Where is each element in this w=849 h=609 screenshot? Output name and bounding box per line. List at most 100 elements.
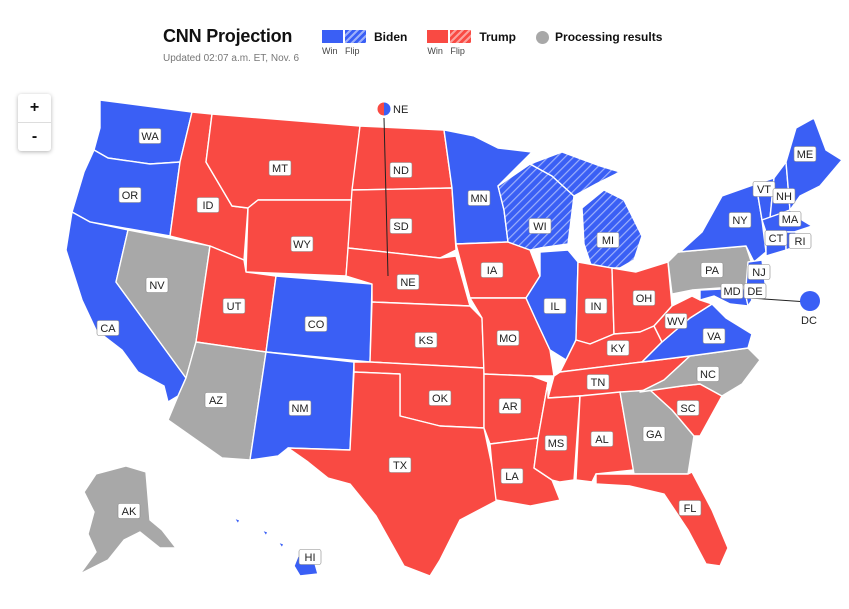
state-label-box xyxy=(389,218,413,234)
state-DC[interactable] xyxy=(800,291,820,311)
state-FL[interactable] xyxy=(595,471,729,567)
state-label-box xyxy=(772,188,796,204)
state-label-box xyxy=(290,236,314,252)
state-label-box xyxy=(298,549,322,565)
state-ME[interactable] xyxy=(785,117,843,211)
state-label-text: TX xyxy=(393,460,408,472)
state-MI[interactable] xyxy=(581,189,643,269)
state-label-box xyxy=(304,316,328,332)
state-label-box xyxy=(584,298,608,314)
state-label-CA: CA xyxy=(96,320,120,336)
state-label-MO: MO xyxy=(496,330,520,346)
state-TX[interactable] xyxy=(287,371,499,577)
state-label-GA: GA xyxy=(642,426,666,442)
state-label-text: CT xyxy=(769,233,784,245)
state-NY[interactable] xyxy=(677,183,767,263)
state-label-text: LA xyxy=(505,471,519,483)
state-label-box xyxy=(720,283,744,299)
state-label-AR: AR xyxy=(498,398,522,414)
page-title: CNN Projection xyxy=(163,26,293,46)
state-label-UT: UT xyxy=(222,298,246,314)
state-label-WI: WI xyxy=(528,218,552,234)
state-label-box xyxy=(500,468,524,484)
state-label-VT: VT xyxy=(752,181,776,197)
state-label-text: NE xyxy=(400,277,415,289)
state-label-box xyxy=(204,392,228,408)
state-label-text: NM xyxy=(291,403,308,415)
state-label-box xyxy=(428,390,452,406)
state-label-box xyxy=(664,313,688,329)
state-label-IL: IL xyxy=(543,298,567,314)
ne-split-marker[interactable] xyxy=(376,101,392,117)
state-label-text: CA xyxy=(100,323,116,335)
state-label-MN: MN xyxy=(467,190,491,206)
state-label-box xyxy=(145,277,169,293)
state-MI-up[interactable] xyxy=(529,151,621,197)
state-label-text: UT xyxy=(227,301,242,313)
state-label-HI: HI xyxy=(298,549,322,565)
state-label-box xyxy=(498,398,522,414)
state-label-DE: DE xyxy=(743,283,767,299)
state-AK[interactable] xyxy=(79,465,177,575)
state-HI[interactable] xyxy=(233,517,319,577)
state-label-text: VA xyxy=(707,331,722,343)
state-label-TX: TX xyxy=(388,457,412,473)
state-label-box xyxy=(543,298,567,314)
legend-biden: Win Flip Biden xyxy=(322,30,407,56)
state-label-NY: NY xyxy=(728,212,752,228)
state-label-box xyxy=(222,298,246,314)
state-label-IA: IA xyxy=(480,262,504,278)
state-label-text: HI xyxy=(305,552,316,564)
zoom-controls: + - xyxy=(18,94,51,151)
state-label-text: AZ xyxy=(209,395,223,407)
zoom-out-button[interactable]: - xyxy=(31,128,38,145)
state-label-AL: AL xyxy=(590,431,614,447)
state-label-ND: ND xyxy=(389,162,413,178)
state-label-text: ND xyxy=(393,165,409,177)
trump-legend-name: Trump xyxy=(479,30,517,44)
state-label-box xyxy=(743,283,767,299)
state-label-text: SD xyxy=(393,221,408,233)
state-label-text: KY xyxy=(611,343,626,355)
state-label-OH: OH xyxy=(632,290,656,306)
state-label-WA: WA xyxy=(138,128,162,144)
state-label-box xyxy=(700,262,724,278)
state-label-text: AL xyxy=(595,434,608,446)
state-label-text: NH xyxy=(776,191,792,203)
legend-processing: Processing results xyxy=(536,30,662,44)
state-ND[interactable] xyxy=(351,125,453,191)
state-label-box xyxy=(702,328,726,344)
state-label-VA: VA xyxy=(702,328,726,344)
state-label-text: GA xyxy=(646,429,663,441)
state-label-text: PA xyxy=(705,265,720,277)
biden-flip-label: Flip xyxy=(345,46,360,56)
state-label-NC: NC xyxy=(696,366,720,382)
state-label-text: IN xyxy=(591,301,602,313)
legend: Win Flip Biden Win Flip Trump Processing… xyxy=(322,30,682,56)
state-label-box xyxy=(728,212,752,228)
state-label-box xyxy=(96,320,120,336)
zoom-in-button[interactable]: + xyxy=(18,94,51,123)
state-label-text: NJ xyxy=(752,267,765,279)
state-label-CT: CT xyxy=(764,230,788,246)
state-label-text: IA xyxy=(487,265,498,277)
state-label-box xyxy=(642,426,666,442)
state-label-AK: AK xyxy=(117,503,141,519)
state-label-ME: ME xyxy=(793,146,817,162)
state-label-box xyxy=(788,233,812,249)
state-label-KY: KY xyxy=(606,340,630,356)
state-label-box xyxy=(396,274,420,290)
state-label-CO: CO xyxy=(304,316,328,332)
state-label-box xyxy=(389,162,413,178)
state-label-text: WA xyxy=(141,131,159,143)
state-label-MI: MI xyxy=(596,232,620,248)
state-label-text: NY xyxy=(732,215,748,227)
state-label-text: FL xyxy=(684,503,697,515)
state-label-text: WV xyxy=(667,316,685,328)
state-label-box xyxy=(632,290,656,306)
state-label-text: AR xyxy=(502,401,517,413)
state-label-text: WY xyxy=(293,239,311,251)
trump-win-label: Win xyxy=(427,46,443,56)
state-label-SC: SC xyxy=(676,400,700,416)
